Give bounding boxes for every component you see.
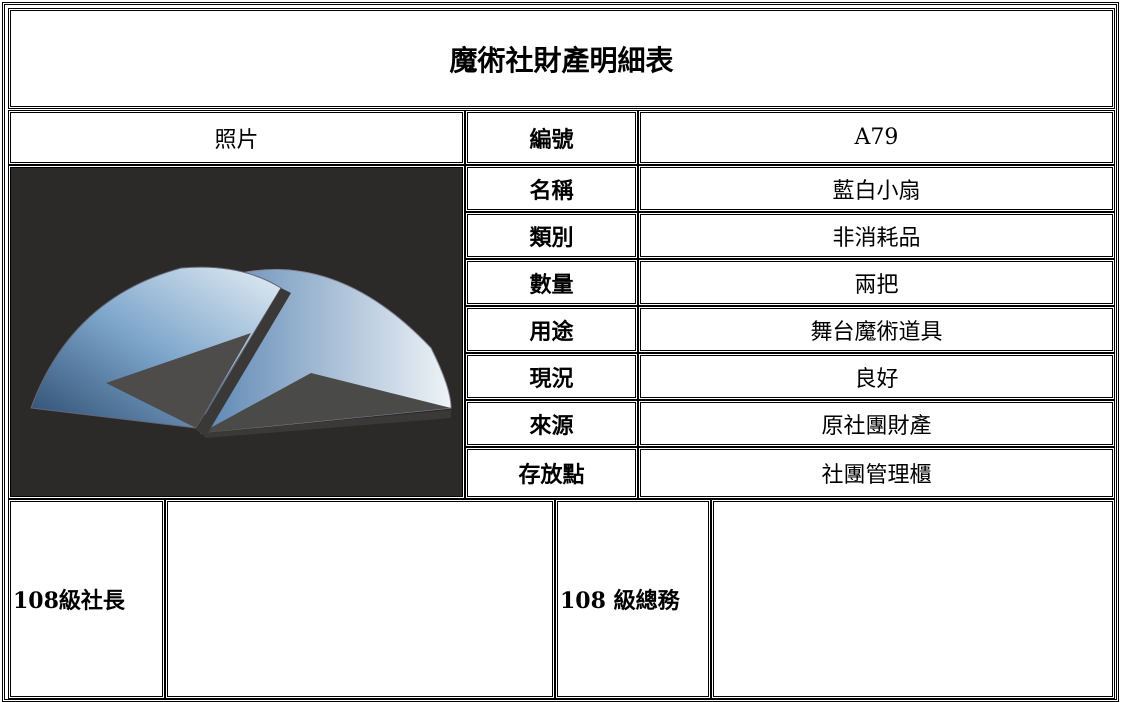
field-label: 編號 bbox=[465, 110, 638, 165]
field-value: 良好 bbox=[638, 353, 1115, 400]
field-value: 藍白小扇 bbox=[638, 165, 1115, 212]
signature-label: 108 級總務 bbox=[555, 499, 711, 699]
photo bbox=[11, 168, 462, 496]
signature-box bbox=[165, 499, 555, 699]
photo-label: 照片 bbox=[8, 110, 465, 165]
field-value: 非消耗品 bbox=[638, 212, 1115, 259]
signature-box bbox=[711, 499, 1115, 699]
field-label: 現況 bbox=[465, 353, 638, 400]
field-label: 數量 bbox=[465, 259, 638, 306]
field-value: 舞台魔術道具 bbox=[638, 306, 1115, 353]
field-value: 社團管理櫃 bbox=[638, 447, 1115, 499]
field-label: 名稱 bbox=[465, 165, 638, 212]
field-label: 來源 bbox=[465, 400, 638, 447]
photo-cell bbox=[8, 165, 465, 499]
field-label: 用途 bbox=[465, 306, 638, 353]
field-label: 存放點 bbox=[465, 447, 638, 499]
field-label: 類別 bbox=[465, 212, 638, 259]
field-value: 原社團財產 bbox=[638, 400, 1115, 447]
title: 魔術社財產明細表 bbox=[8, 8, 1115, 109]
signature-label: 108級社長 bbox=[8, 499, 165, 699]
field-value: A79 bbox=[638, 110, 1115, 165]
field-value: 兩把 bbox=[638, 259, 1115, 306]
